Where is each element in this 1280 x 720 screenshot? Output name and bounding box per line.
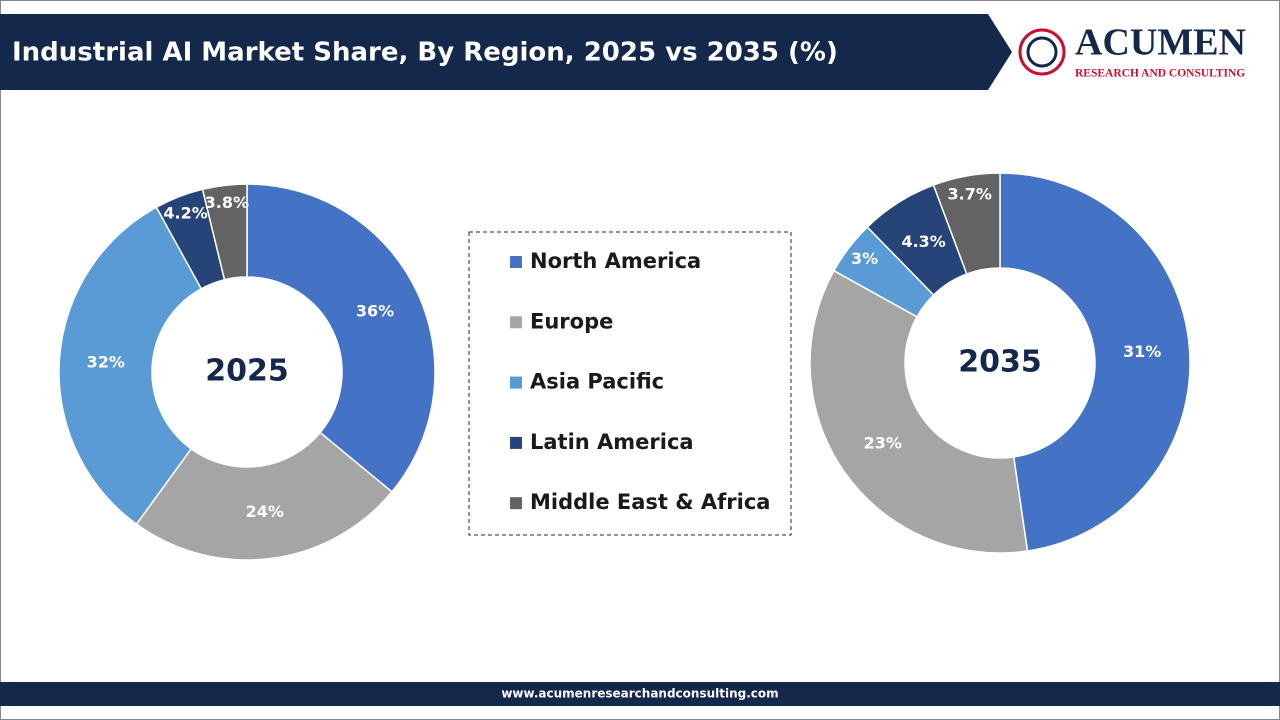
- donut-slice: [135, 431, 393, 561]
- data-label: 23%: [864, 433, 902, 452]
- data-label: 24%: [246, 502, 284, 521]
- legend-swatch: [510, 376, 522, 389]
- footer-band: [0, 682, 1280, 706]
- logo-globe-inner: [1026, 36, 1058, 68]
- title: Industrial AI Market Share, By Region, 2…: [12, 38, 838, 68]
- center-label: 2035: [958, 345, 1042, 380]
- logo: ACUMEN RESEARCH AND CONSULTING: [1018, 22, 1246, 80]
- legend-swatch: [510, 316, 522, 329]
- data-label: 4.3%: [901, 232, 945, 251]
- donut-slice: [201, 183, 248, 281]
- logo-tagline: RESEARCH AND CONSULTING: [1075, 68, 1245, 80]
- legend-swatch: [510, 497, 522, 510]
- donut-slice: [932, 172, 1001, 275]
- logo-globe: [1018, 28, 1066, 76]
- legend-label: Europe: [530, 309, 613, 333]
- donut-slice: [999, 172, 1191, 552]
- legend-label: Asia Pacific: [530, 370, 664, 394]
- data-label: 4.2%: [163, 204, 207, 223]
- data-label: 36%: [356, 301, 394, 320]
- donut-slice: [246, 183, 436, 493]
- data-label: 32%: [87, 353, 125, 372]
- legend-label: North America: [530, 249, 701, 273]
- legend-box: [468, 231, 792, 536]
- data-label: 31%: [1123, 342, 1161, 361]
- donut-slice: [58, 206, 203, 526]
- logo-name: ACUMEN: [1075, 22, 1246, 64]
- data-label: 3%: [851, 249, 878, 268]
- data-label: 3.8%: [205, 193, 249, 212]
- donut-slice: [809, 269, 1029, 554]
- header-band: [0, 14, 1012, 90]
- legend-label: Latin America: [530, 430, 694, 454]
- footer-url: www.acumenresearchandconsulting.com: [501, 687, 778, 701]
- legend-swatch: [510, 436, 522, 449]
- legend-label: Middle East & Africa: [530, 490, 770, 514]
- legend-swatch: [510, 256, 522, 268]
- center-label: 2025: [205, 354, 289, 389]
- data-label: 3.7%: [947, 185, 991, 204]
